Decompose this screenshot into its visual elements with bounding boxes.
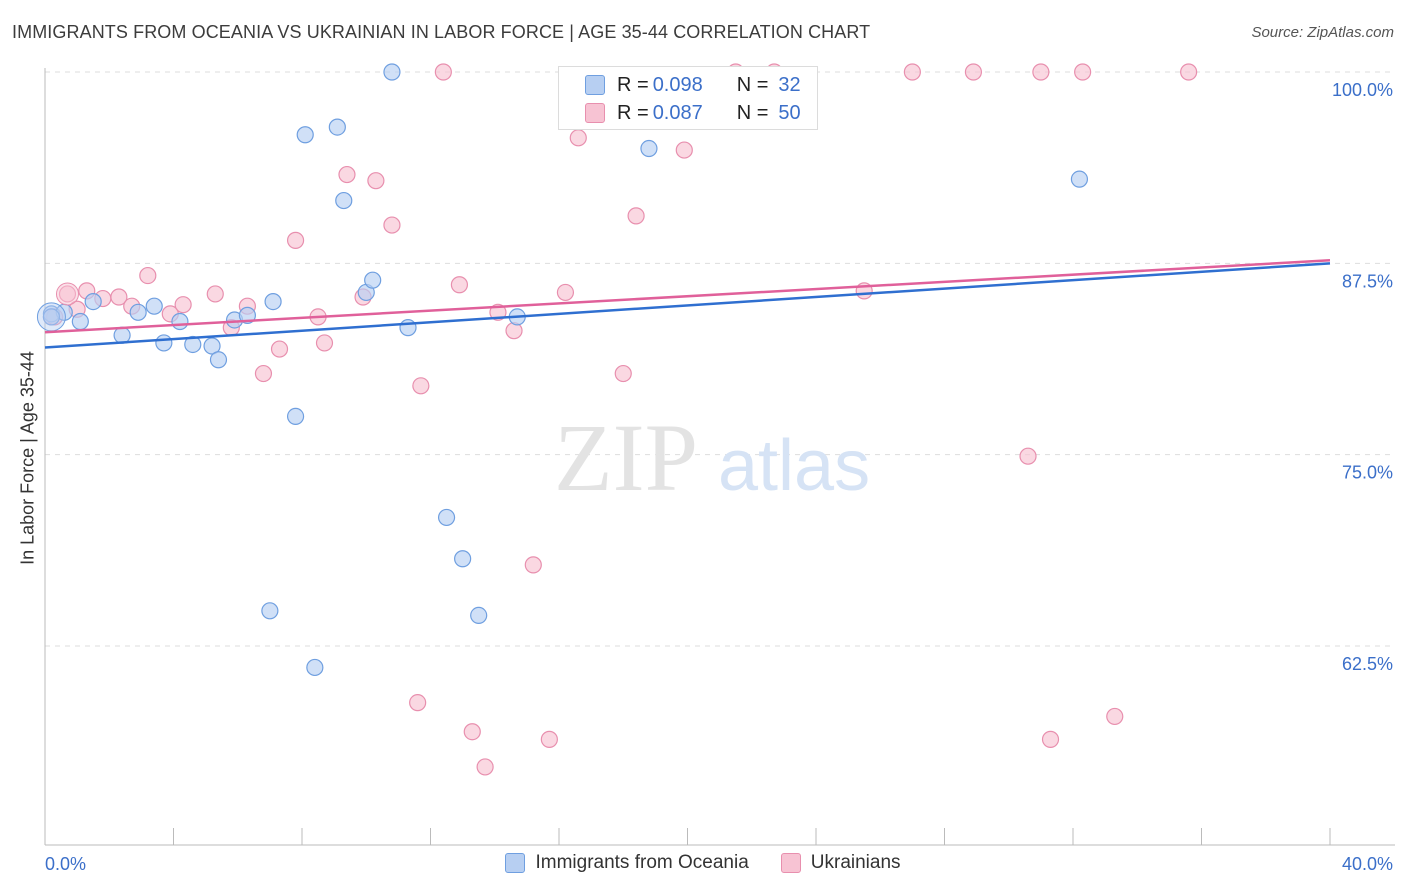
legend-r-value: 0.087	[652, 101, 703, 124]
y-tick-label: 87.5%	[1342, 271, 1393, 291]
chart-title: IMMIGRANTS FROM OCEANIA VS UKRAINIAN IN …	[12, 22, 871, 42]
point-ukrainians	[627, 207, 645, 225]
point-oceania	[286, 407, 305, 426]
point-ukrainians	[270, 340, 289, 358]
point-ukrainians	[110, 288, 128, 306]
legend-r-label: R =	[617, 73, 649, 96]
point-ukrainians	[367, 172, 385, 190]
y-tick-label: 100.0%	[1332, 80, 1393, 100]
point-oceania	[296, 126, 314, 144]
point-oceania	[1070, 170, 1089, 188]
point-cluster-ukrainians	[55, 282, 79, 306]
point-ukrainians	[338, 165, 356, 184]
grid-lines	[45, 71, 1395, 647]
point-ukrainians	[139, 266, 157, 285]
trend-line-oceania	[44, 262, 1331, 349]
point-ukrainians	[614, 364, 632, 383]
point-ukrainians	[1032, 63, 1050, 81]
axes	[44, 68, 1395, 846]
legend-swatch-blue	[585, 75, 605, 95]
correlation-legend: R = 0.098 N = 32 R = 0.087 N = 50	[558, 66, 818, 130]
legend-row-ukrainians: R = 0.087 N = 50	[585, 101, 801, 125]
point-ukrainians	[434, 63, 452, 81]
watermark-atlas: atlas	[718, 426, 870, 506]
trend-line-ukrainians	[44, 259, 1331, 334]
legend-n-label: N =	[736, 73, 769, 96]
legend-n-value: 50	[778, 101, 801, 124]
legend-label-oceania: Immigrants from Oceania	[535, 852, 749, 873]
point-oceania	[209, 351, 228, 369]
point-oceania	[364, 271, 382, 289]
point-ukrainians	[556, 283, 575, 302]
trend-lines	[44, 259, 1331, 349]
tick-labels: 62.5% 75.0% 87.5% 100.0% 0.0% 40.0%	[45, 80, 1393, 874]
series-legend: Immigrants from Oceania Ukrainians	[0, 852, 1406, 874]
legend-label-ukrainians: Ukrainians	[810, 852, 901, 873]
legend-item-oceania[interactable]: Immigrants from Oceania	[505, 852, 749, 874]
point-ukrainians	[463, 723, 481, 741]
legend-swatch-pink	[585, 103, 605, 123]
point-ukrainians	[383, 216, 401, 234]
point-ukrainians	[315, 334, 334, 352]
point-ukrainians	[254, 364, 273, 383]
point-ukrainians	[1106, 707, 1124, 726]
point-ukrainians	[524, 556, 542, 574]
point-ukrainians	[206, 285, 224, 303]
point-cluster-oceania	[36, 302, 66, 332]
point-oceania	[470, 606, 488, 624]
y-tick-label: 62.5%	[1342, 654, 1393, 674]
point-ukrainians	[675, 141, 693, 159]
legend-r-label: R =	[617, 101, 649, 124]
point-oceania	[84, 293, 102, 311]
legend-r-value: 0.098	[652, 73, 703, 96]
point-oceania	[203, 337, 221, 355]
point-ukrainians	[540, 730, 558, 748]
x-tick-label: 0.0%	[45, 854, 86, 874]
point-ukrainians	[174, 296, 192, 314]
legend-swatch-pink	[780, 853, 801, 873]
point-oceania	[238, 306, 256, 324]
watermark-zip: ZIP	[554, 404, 698, 511]
point-oceania	[42, 308, 61, 326]
point-ukrainians	[903, 63, 921, 81]
point-oceania	[145, 297, 163, 315]
legend-item-ukrainians[interactable]: Ukrainians	[780, 852, 901, 874]
watermark: ZIP atlas	[554, 404, 870, 511]
point-oceania	[264, 293, 282, 311]
point-ukrainians	[409, 694, 427, 712]
legend-n-label: N =	[736, 101, 769, 124]
point-ukrainians	[412, 377, 430, 395]
point-oceania	[71, 312, 89, 331]
point-oceania	[383, 63, 401, 81]
point-oceania	[261, 602, 279, 620]
point-oceania	[129, 303, 147, 321]
point-ukrainians	[476, 758, 494, 776]
point-ukrainians	[286, 231, 305, 249]
legend-swatch-blue	[505, 853, 526, 873]
point-ukrainians	[450, 276, 469, 294]
point-oceania	[171, 312, 189, 331]
point-oceania	[437, 508, 456, 527]
point-ukrainians	[1041, 730, 1060, 748]
point-oceania	[640, 139, 658, 158]
point-ukrainians	[964, 63, 983, 81]
point-oceania	[399, 319, 417, 337]
point-oceania	[454, 550, 472, 568]
point-ukrainians	[1074, 63, 1092, 81]
point-oceania	[335, 191, 353, 210]
point-ukrainians	[569, 129, 587, 147]
point-oceania	[306, 658, 324, 677]
point-ukrainians	[1019, 447, 1037, 465]
source-label: Source: ZipAtlas.com	[1251, 24, 1394, 41]
point-ukrainians	[1180, 63, 1198, 81]
point-oceania	[328, 118, 346, 136]
legend-n-value: 32	[778, 73, 801, 96]
legend-row-oceania: R = 0.098 N = 32	[585, 73, 801, 97]
point-oceania	[184, 335, 202, 354]
x-tick-label: 40.0%	[1342, 854, 1393, 874]
point-oceania	[155, 334, 173, 352]
y-tick-label: 75.0%	[1342, 463, 1393, 483]
